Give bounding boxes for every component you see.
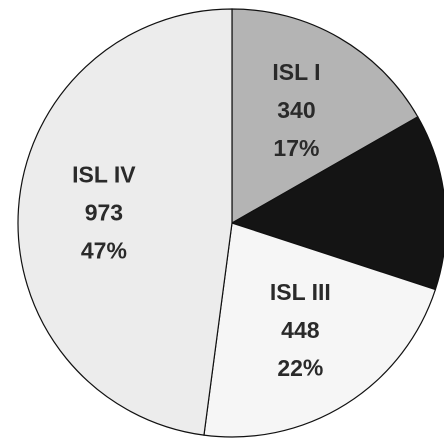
- slice-value: 340: [277, 97, 315, 123]
- percent-sign: %: [299, 135, 319, 161]
- pie-slice: [203, 222, 437, 438]
- slice-percent: 22%: [277, 355, 323, 381]
- slice-value: 973: [85, 200, 123, 226]
- slice-value: 448: [281, 317, 320, 343]
- slice-label: ISL I: [272, 59, 320, 85]
- pie-slice: [17, 8, 233, 436]
- percent-sign: %: [303, 355, 323, 381]
- slice-percent: 47%: [81, 238, 127, 264]
- pie-slice: [231, 8, 419, 225]
- slice-percent: 17%: [273, 135, 319, 161]
- slice-label: ISL IV: [72, 162, 136, 188]
- pie-slice: [230, 116, 444, 291]
- slice-label: ISL III: [270, 279, 331, 305]
- percent-sign: %: [106, 238, 126, 264]
